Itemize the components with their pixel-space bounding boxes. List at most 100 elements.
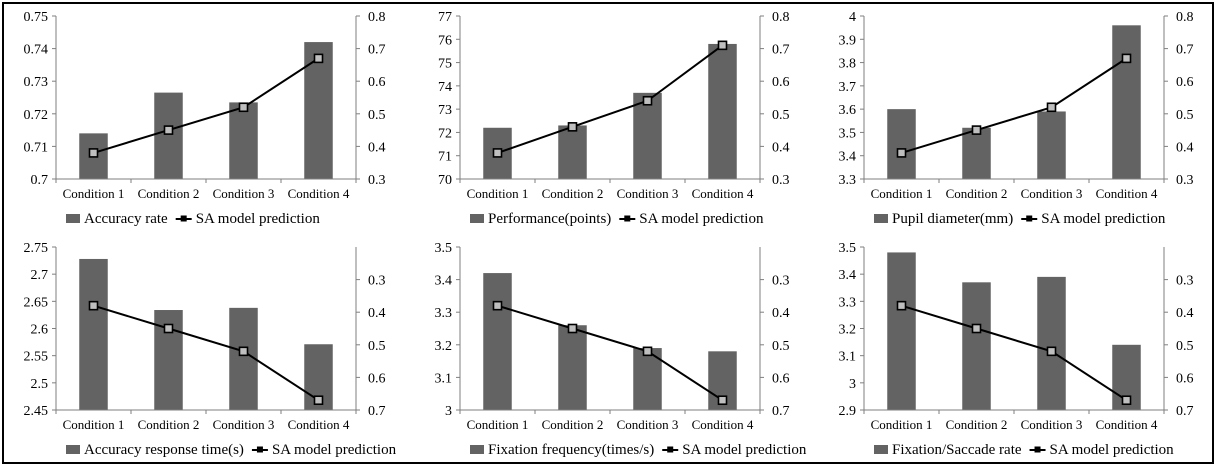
chart-svg: 2.9 3 3.1 3.2 3.3 3.4 3.5 0.3 0.4 0.5 0.6 0.7 Condit… xyxy=(839,241,1194,458)
chart-svg: 70 71 72 73 74 75 76 77 0.3 0.4 0.5 0.6 0.7 0.8 Condit… xyxy=(438,10,790,227)
prediction-point xyxy=(1121,395,1132,406)
prediction-point xyxy=(238,346,249,357)
prediction-point xyxy=(717,395,728,406)
x-tick-label: Condition 2 xyxy=(946,417,1008,432)
y2-tick-label: 0.3 xyxy=(1176,173,1194,188)
legend-line-marker xyxy=(1026,215,1033,222)
x-tick-label: Condition 2 xyxy=(138,417,200,432)
prediction-line xyxy=(497,304,724,402)
legend-line-marker xyxy=(624,215,631,222)
y-tick-label: 2.45 xyxy=(24,404,49,419)
y2-tick-label: 0.6 xyxy=(1176,371,1194,386)
x-tick-label: Condition 2 xyxy=(542,417,604,432)
y2-tick-label: 0.8 xyxy=(772,10,790,25)
bar xyxy=(229,307,258,410)
x-tick-label: Condition 3 xyxy=(213,186,275,201)
legend-bar-swatch xyxy=(874,445,888,454)
y2-tick-label: 0.6 xyxy=(368,371,386,386)
y-tick-label: 2.9 xyxy=(839,404,857,419)
chart-svg: 2.45 2.5 2.55 2.6 2.65 2.7 2.75 0.3 0.4 0.5 0.6 0.7… xyxy=(24,241,397,458)
y-tick-label: 2.55 xyxy=(24,350,49,365)
y-tick-label: 3.3 xyxy=(839,295,857,310)
y-tick-label: 0.75 xyxy=(24,10,49,25)
prediction-point xyxy=(88,148,99,158)
y-tick-label: 3.7 xyxy=(839,80,857,95)
x-tick-label: Condition 3 xyxy=(213,417,275,432)
y2-tick-label: 0.4 xyxy=(1176,140,1194,155)
y-tick-label: 3.1 xyxy=(839,350,857,365)
y2-tick-label: 0.7 xyxy=(368,404,386,419)
legend-bar-swatch xyxy=(874,214,888,223)
y2-tick-label: 0.6 xyxy=(368,75,386,90)
x-tick-label: Condition 4 xyxy=(288,417,350,432)
y-tick-label: 2.65 xyxy=(24,295,49,310)
prediction-point xyxy=(896,148,907,158)
prediction-line xyxy=(901,304,1128,402)
y2-tick-label: 0.6 xyxy=(772,75,790,90)
y-tick-label: 72 xyxy=(438,126,452,141)
y-tick-label: 3.4 xyxy=(435,274,453,289)
y2-tick-label: 0.4 xyxy=(368,140,386,155)
y-tick-label: 3.3 xyxy=(435,306,453,321)
bar xyxy=(1037,276,1066,410)
y-tick-label: 76 xyxy=(438,33,452,48)
chart-svg: 0.7 0.71 0.72 0.73 0.74 0.75 0.3 0.4 0.5 0.6 0.7 0.… xyxy=(24,10,386,227)
y-tick-label: 2.75 xyxy=(24,241,49,256)
prediction-line xyxy=(901,57,1128,154)
chart-panel-3: 3.3 3.4 3.5 3.6 3.7 3.8 3.9 4 0.3 0.4 0.5 0.6 0.7 0.8… xyxy=(812,4,1216,235)
bar xyxy=(962,127,991,179)
y-tick-label: 77 xyxy=(438,10,452,25)
bar xyxy=(154,92,183,179)
y2-tick-label: 0.7 xyxy=(772,43,790,58)
prediction-line xyxy=(497,44,724,154)
prediction-point xyxy=(492,148,503,158)
legend-line-label: SA model prediction xyxy=(639,211,764,227)
figure: 0.7 0.71 0.72 0.73 0.74 0.75 0.3 0.4 0.5 0.6 0.7 0.… xyxy=(2,2,1214,464)
chart-svg: 3 3.1 3.2 3.3 3.4 3.5 0.3 0.4 0.5 0.6 0.7 Condition… xyxy=(435,241,807,458)
x-tick-label: Condition 2 xyxy=(138,186,200,201)
prediction-point xyxy=(896,300,907,311)
x-tick-label: Condition 1 xyxy=(871,186,933,201)
legend-bar-swatch xyxy=(66,214,80,223)
y-tick-label: 3.6 xyxy=(839,103,857,118)
prediction-line xyxy=(93,304,320,402)
x-tick-label: Condition 2 xyxy=(946,186,1008,201)
prediction-point xyxy=(567,323,578,334)
y2-tick-label: 0.5 xyxy=(1176,339,1194,354)
y2-tick-label: 0.3 xyxy=(772,274,790,289)
y-tick-label: 3.5 xyxy=(839,241,857,256)
prediction-point xyxy=(717,40,728,51)
bar xyxy=(483,273,512,410)
bar xyxy=(558,125,587,179)
prediction-point xyxy=(163,323,174,334)
y-tick-label: 3.3 xyxy=(839,173,857,188)
legend-line-marker xyxy=(256,446,263,453)
prediction-point xyxy=(88,300,99,311)
y-tick-label: 3.8 xyxy=(839,57,857,72)
legend-bar-swatch xyxy=(470,214,484,223)
x-tick-label: Condition 1 xyxy=(467,186,529,201)
x-tick-label: Condition 1 xyxy=(63,417,125,432)
bar xyxy=(887,252,916,410)
chart-panel-1: 0.7 0.71 0.72 0.73 0.74 0.75 0.3 0.4 0.5 0.6 0.7 0.… xyxy=(4,4,408,235)
legend-line-label: SA model prediction xyxy=(272,442,397,458)
bar xyxy=(708,43,737,179)
y-tick-label: 0.72 xyxy=(24,108,49,123)
bar xyxy=(1037,111,1066,179)
x-tick-label: Condition 4 xyxy=(288,186,350,201)
legend-bar-label: Performance(points) xyxy=(488,211,611,227)
y2-tick-label: 0.3 xyxy=(1176,274,1194,289)
prediction-point xyxy=(1121,53,1132,64)
y-tick-label: 4 xyxy=(849,10,856,25)
legend-line-label: SA model prediction xyxy=(196,211,321,227)
y2-tick-label: 0.8 xyxy=(368,10,386,25)
legend-bar-swatch xyxy=(470,445,484,454)
legend-line-label: SA model prediction xyxy=(1050,442,1175,458)
y2-tick-label: 0.7 xyxy=(772,404,790,419)
y-tick-label: 0.74 xyxy=(24,43,49,58)
chart-panel-5: 3 3.1 3.2 3.3 3.4 3.5 0.3 0.4 0.5 0.6 0.7 Condition… xyxy=(408,235,812,466)
y2-tick-label: 0.4 xyxy=(368,306,386,321)
prediction-point xyxy=(163,125,174,135)
legend-line-marker xyxy=(667,446,674,453)
y2-tick-label: 0.6 xyxy=(772,371,790,386)
